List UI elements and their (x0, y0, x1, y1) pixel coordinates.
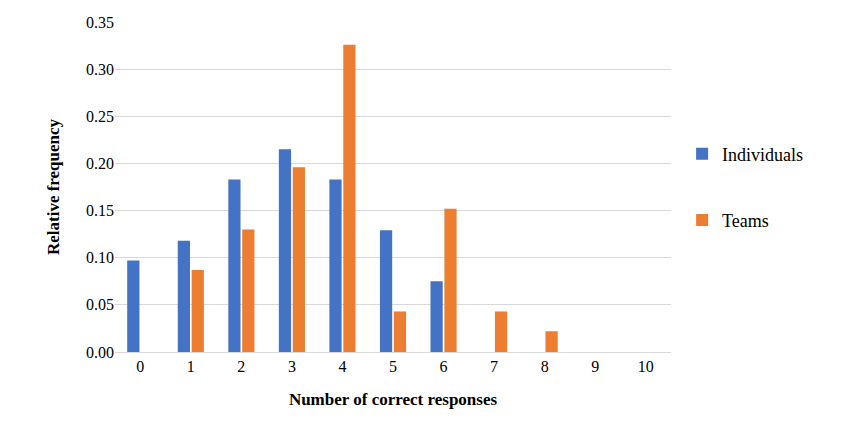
svg-text:Individuals: Individuals (722, 145, 803, 165)
svg-text:Teams: Teams (722, 211, 769, 231)
svg-text:Relative frequency: Relative frequency (44, 118, 63, 255)
svg-text:Number of correct responses: Number of correct responses (289, 390, 498, 409)
svg-text:9: 9 (591, 358, 599, 375)
svg-text:0.35: 0.35 (86, 14, 114, 31)
svg-text:0.15: 0.15 (86, 202, 114, 219)
svg-text:0.00: 0.00 (86, 344, 114, 361)
svg-text:8: 8 (541, 358, 549, 375)
svg-text:10: 10 (638, 358, 654, 375)
svg-text:0.30: 0.30 (86, 61, 114, 78)
svg-text:6: 6 (440, 358, 448, 375)
svg-text:7: 7 (490, 358, 498, 375)
svg-text:0: 0 (136, 358, 144, 375)
svg-text:4: 4 (338, 358, 346, 375)
svg-text:1: 1 (187, 358, 195, 375)
svg-text:0.25: 0.25 (86, 108, 114, 125)
svg-text:0.20: 0.20 (86, 155, 114, 172)
svg-text:5: 5 (389, 358, 397, 375)
svg-text:3: 3 (288, 358, 296, 375)
svg-text:0.05: 0.05 (86, 296, 114, 313)
svg-text:2: 2 (237, 358, 245, 375)
svg-text:0.10: 0.10 (86, 249, 114, 266)
